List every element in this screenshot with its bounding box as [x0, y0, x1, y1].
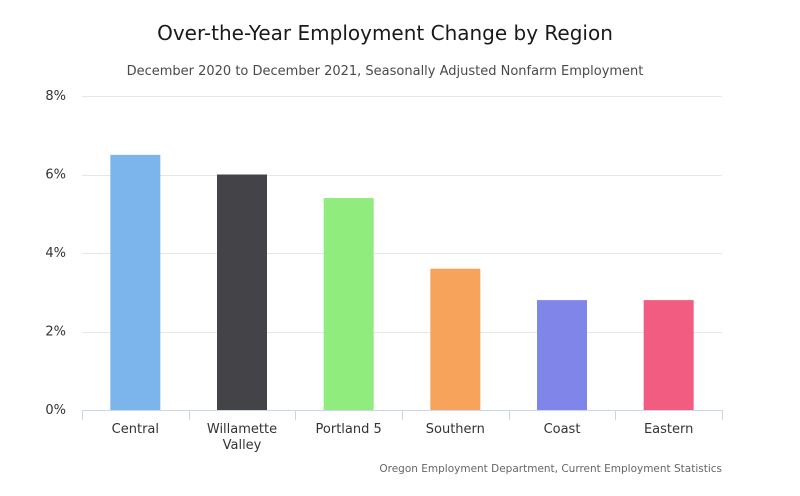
chart-subtitle: December 2020 to December 2021, Seasonal… [127, 64, 644, 79]
y-tick-label: 6% [45, 168, 66, 183]
bar[interactable]: Eastern: 2.8% [643, 300, 694, 410]
bars: Central: 6.5% Willamette Valley: 6% Portla… [110, 154, 694, 411]
x-tick-label: Central [112, 422, 159, 437]
x-tick-label: Southern [426, 422, 485, 437]
y-axis-labels: 0% 2% 4% 6% 8% [45, 89, 66, 418]
y-tick-label: 4% [45, 246, 66, 261]
x-tick-label: Willamette Valley [207, 422, 277, 453]
bar[interactable]: Willamette Valley: 6% [217, 174, 267, 411]
y-tick-label: 2% [45, 325, 66, 340]
x-tick-label: Portland 5 [316, 422, 382, 437]
chart-credit[interactable]: Oregon Employment Department, Current Em… [379, 463, 722, 475]
x-tick-label: Eastern [644, 422, 693, 437]
bar[interactable]: Coast: 2.8% [537, 300, 587, 410]
bar[interactable]: Southern: 3.6% [430, 268, 481, 410]
x-tick-label: Coast [544, 422, 581, 437]
y-tick-label: 0% [45, 403, 66, 418]
y-tick-label: 8% [45, 89, 66, 104]
x-axis [82, 410, 723, 420]
x-axis-labels: Central Willamette Valley Portland 5 Souther… [112, 422, 694, 453]
chart-title: Over-the-Year Employment Change by Regio… [157, 21, 613, 45]
grid-lines [82, 96, 722, 333]
bar[interactable]: Central: 6.5% [110, 154, 161, 410]
bar[interactable]: Portland 5: 5.4% [323, 198, 374, 410]
